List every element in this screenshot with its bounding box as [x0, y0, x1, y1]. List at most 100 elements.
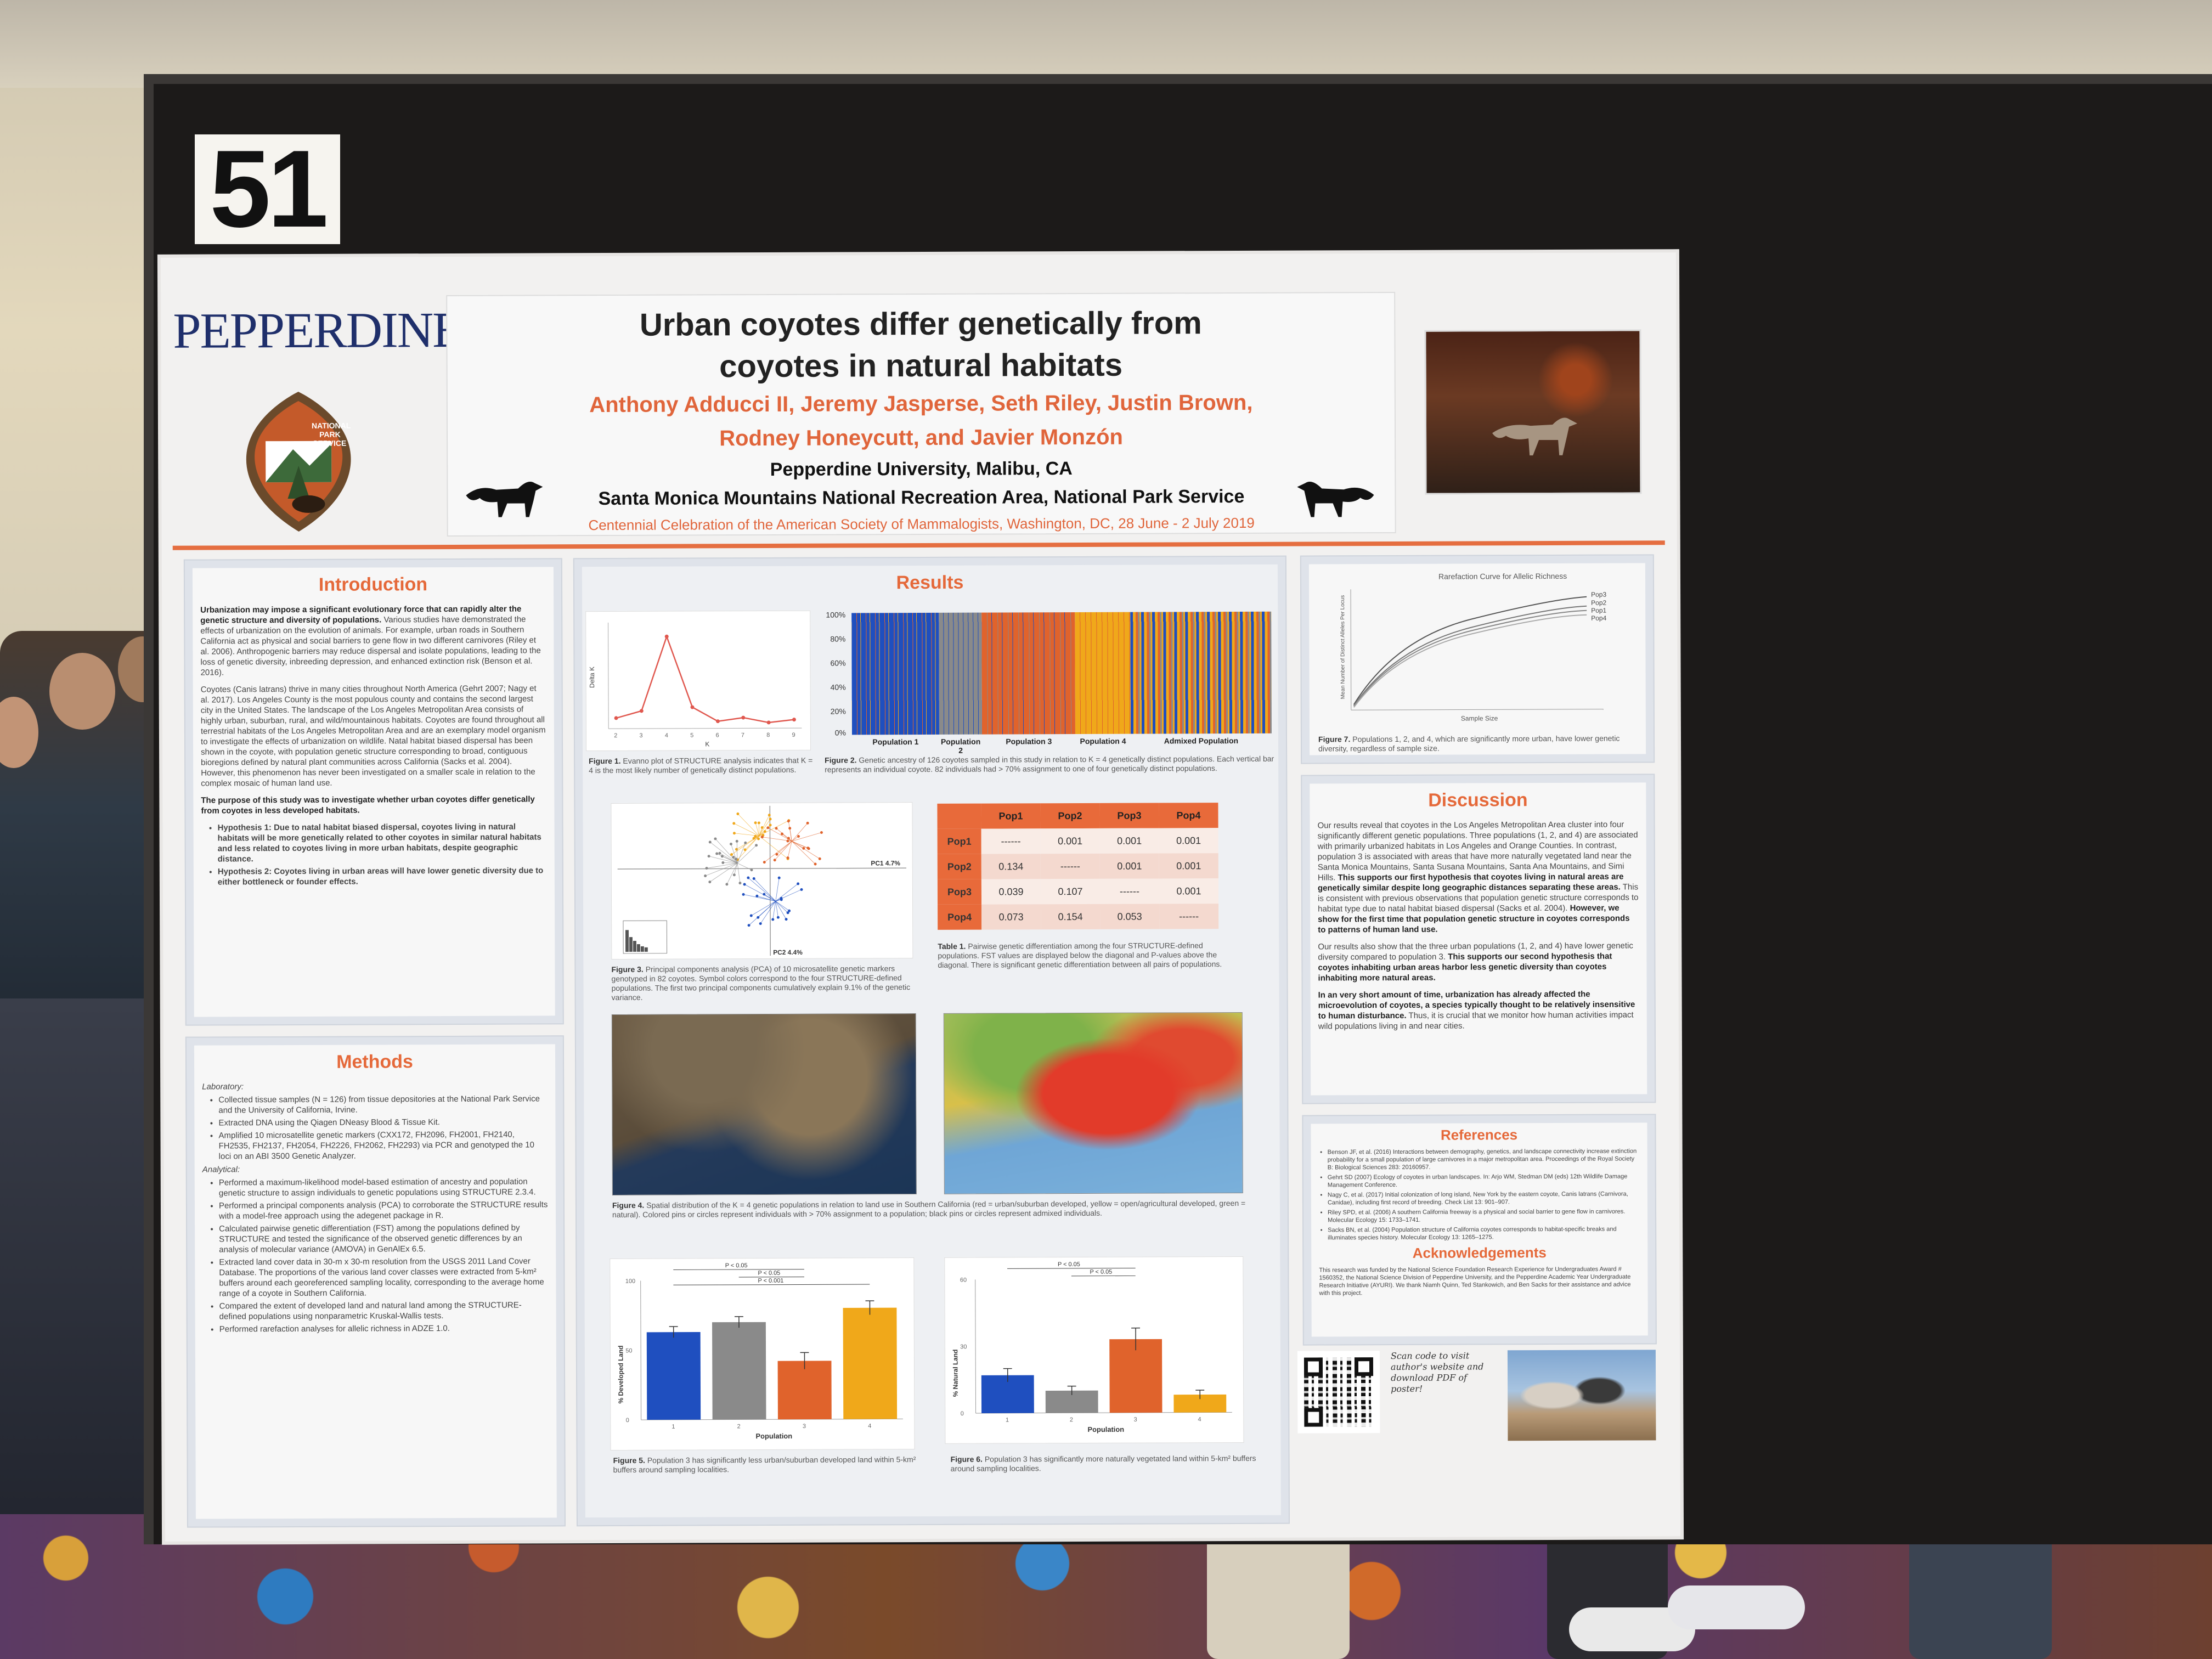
significance-bracket	[673, 1269, 804, 1270]
pca-point	[743, 883, 746, 886]
pca-spoke	[710, 842, 738, 864]
pca-point	[769, 817, 772, 821]
pca-point	[820, 831, 823, 834]
discussion-title: Discussion	[1428, 789, 1528, 811]
pca-point	[732, 873, 736, 877]
results-title: Results	[896, 572, 964, 594]
scan-note: Scan code to visit author's website and …	[1390, 1350, 1484, 1395]
x-tick-label: 7	[741, 732, 744, 738]
nps-arrowhead-icon: NATIONAL PARK SERVICE	[246, 391, 351, 532]
x-tick-label: 3	[1134, 1417, 1137, 1423]
pca-point	[769, 823, 772, 827]
methods-title: Methods	[336, 1051, 413, 1073]
results-panel: Results 2 3 4 5 6 7 8 9 K Delta K Figure 1. Evann…	[573, 555, 1290, 1527]
pca-point	[736, 812, 740, 816]
delta-k-point	[614, 716, 618, 720]
table-cell: 0.001	[1159, 878, 1219, 904]
pca-point	[786, 856, 789, 860]
pca-spoke	[772, 901, 776, 920]
fig7-label: Figure 7.	[1318, 735, 1351, 744]
pca-spoke	[775, 878, 780, 901]
pca-point	[714, 837, 717, 840]
method-item: Amplified 10 microsatellite genetic mark…	[218, 1129, 548, 1161]
group-label: Admixed Population	[1164, 736, 1239, 746]
table-cell: 0.039	[981, 879, 1041, 905]
pca-point	[775, 853, 778, 856]
qr-code[interactable]	[1297, 1351, 1380, 1434]
pca-point	[773, 859, 776, 862]
pca-point	[749, 914, 753, 917]
pca-point	[797, 835, 800, 838]
y-axis	[608, 622, 609, 729]
fig7-caption: Populations 1, 2, and 4, which are signi…	[1318, 733, 1620, 753]
header-divider	[172, 540, 1665, 550]
introduction-title: Introduction	[318, 574, 428, 595]
delta-k-point	[792, 718, 796, 722]
x-tick-label: 1	[672, 1424, 675, 1430]
research-poster: PEPPERDINE NATIONAL PARK SERVICE Urban c…	[160, 252, 1681, 1542]
delta-k-point	[639, 709, 644, 713]
pca-point	[705, 867, 708, 870]
pca-point	[747, 876, 750, 879]
table-cell: 0.001	[1159, 828, 1218, 854]
pca-point	[755, 844, 758, 847]
pca-point	[814, 862, 817, 866]
pca-spoke	[726, 863, 738, 885]
pca-point	[760, 826, 764, 829]
pca-spoke	[775, 889, 802, 902]
x-tick-label: 4	[1198, 1416, 1201, 1423]
y-tick-label: 40%	[830, 682, 846, 692]
reference-item: Sacks BN, et al. (2004) Population struc…	[1328, 1225, 1640, 1242]
reference-item: Benson JF, et al. (2016) Interactions be…	[1328, 1147, 1640, 1171]
pca-point	[781, 832, 784, 836]
table-header-row: Pop1 Pop2 Pop3 Pop4	[937, 803, 1218, 829]
pca-spoke	[791, 823, 808, 842]
pca-spoke	[787, 841, 792, 858]
pca-point	[704, 874, 707, 877]
coyote-silhouette-icon	[1297, 482, 1374, 517]
pca-spoke	[733, 863, 738, 875]
pca-spoke	[792, 836, 799, 842]
x-tick-label: 3	[640, 732, 643, 739]
references-title: References	[1440, 1126, 1518, 1143]
significance-label: P < 0.05	[1090, 1269, 1112, 1276]
fig4-label: Figure 4.	[612, 1200, 645, 1210]
bar	[777, 1361, 832, 1420]
pca-spoke	[751, 901, 776, 916]
pca-point	[747, 924, 751, 927]
coyote-icon	[1492, 417, 1577, 456]
x-tick-label: 6	[716, 732, 719, 738]
hypothesis-item: Hypothesis 2: Coyotes living in urban ar…	[218, 865, 547, 887]
pca-spoke	[775, 901, 788, 913]
fig6-label: Figure 6.	[950, 1454, 983, 1464]
bar	[981, 1375, 1034, 1413]
rarefaction-x-label: Sample Size	[1461, 714, 1498, 722]
attendee-head	[49, 653, 115, 730]
pca-point	[725, 883, 729, 886]
pca-point	[760, 836, 764, 839]
pca-points	[704, 812, 823, 927]
pc2-label: PC2 4.4%	[773, 949, 803, 956]
pca-spoke	[775, 901, 787, 919]
table-cell: ------	[981, 828, 1041, 854]
fig5-label: Figure 5.	[613, 1455, 645, 1465]
land-use-satellite-map	[611, 1013, 917, 1195]
natural-land-plot: 1 2 3 4 0 30 60 Population % Natural Land P < 0.0…	[951, 1261, 1232, 1434]
reference-item: Gehrt SD (2007) Ecology of coyotes in ur…	[1328, 1172, 1640, 1189]
structure-barplot: 100% 80% 60% 40% 20% 0% Population 1 Pop…	[821, 609, 1272, 770]
significance-label: P < 0.05	[758, 1270, 780, 1277]
affiliation-nps: Santa Monica Mountains National Recreati…	[598, 486, 1245, 510]
pca-point	[735, 848, 738, 851]
rarefaction-y-label: Mean Number of Distinct Alleles Per Locu…	[1340, 595, 1346, 699]
pca-spoke	[759, 819, 771, 836]
x-tick-label: 2	[737, 1423, 741, 1430]
x-tick-label: 4	[665, 732, 668, 739]
pca-spoke	[759, 815, 770, 836]
pca-spoke	[753, 878, 776, 901]
fig1-caption: Evanno plot of STRUCTURE analysis indica…	[589, 755, 813, 775]
references-panel: References Benson JF, et al. (2016) Inte…	[1302, 1114, 1657, 1346]
bar	[646, 1331, 701, 1420]
pca-point	[786, 911, 789, 915]
authors-line2: Rodney Honeycutt, and Javier Monzón	[719, 425, 1123, 451]
pca-spoke	[737, 814, 759, 836]
